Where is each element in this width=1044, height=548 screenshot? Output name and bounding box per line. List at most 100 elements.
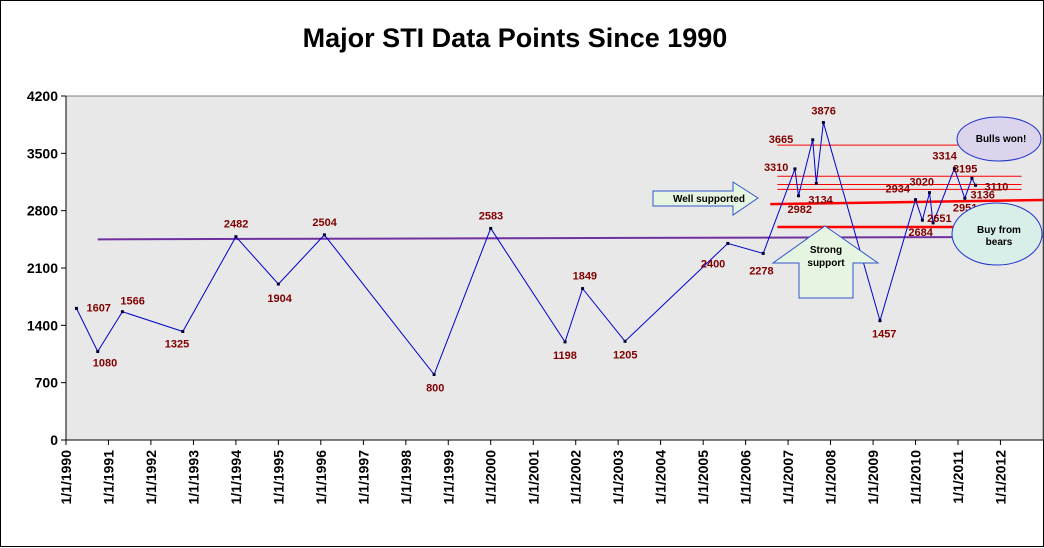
data-point — [931, 221, 935, 225]
y-tick-label: 2800 — [27, 203, 58, 219]
data-label: 3310 — [764, 162, 788, 174]
data-point — [914, 198, 918, 202]
data-label: 2982 — [788, 204, 812, 216]
plot-area — [65, 95, 1044, 441]
data-label: 3134 — [808, 194, 833, 206]
data-point — [581, 287, 585, 291]
data-point — [821, 121, 825, 125]
y-axis: 0 700 1400 2100 2800 3500 4200 — [27, 88, 67, 448]
x-tick-label: 1/1/1990 — [58, 450, 74, 505]
reference-line-trend — [97, 235, 1043, 241]
data-label: 3110 — [985, 181, 1009, 193]
data-point — [623, 339, 627, 343]
data-point — [563, 340, 567, 344]
well-supported-label: Well supported — [673, 194, 745, 205]
buy-from-bears-label-line1: Buy from — [977, 225, 1021, 236]
x-tick-label: 1/1/2012 — [992, 450, 1008, 505]
x-tick-label: 1/1/2008 — [823, 450, 839, 505]
x-tick-label: 1/1/1991 — [100, 450, 116, 505]
x-tick-label: 1/1/1995 — [270, 450, 286, 505]
series-line — [76, 122, 976, 376]
data-point — [970, 176, 974, 180]
x-tick-label: 1/1/1998 — [398, 450, 414, 505]
data-point — [276, 282, 280, 286]
data-point — [814, 181, 818, 185]
y-tick-label: 4200 — [27, 88, 58, 104]
y-tick-label: 700 — [35, 375, 59, 391]
data-label: 2934 — [886, 184, 911, 196]
data-point — [726, 241, 730, 245]
data-label: 3314 — [932, 151, 957, 163]
x-tick-label: 1/1/1997 — [355, 450, 371, 505]
data-points — [74, 121, 978, 376]
x-tick-label: 1/1/1999 — [440, 450, 456, 505]
data-label: 2651 — [927, 213, 951, 225]
y-tick-label: 2100 — [27, 260, 58, 276]
x-tick-label: 1/1/2009 — [865, 450, 881, 505]
data-label: 1849 — [573, 271, 597, 283]
data-point — [96, 350, 100, 354]
data-point — [74, 306, 78, 310]
well-supported-arrow: Well supported — [652, 181, 759, 216]
data-label: 2583 — [479, 210, 503, 222]
x-tick-label: 1/1/2005 — [695, 450, 711, 505]
x-tick-label: 1/1/1996 — [313, 450, 329, 505]
x-tick-label: 1/1/1993 — [185, 450, 201, 505]
data-point — [811, 138, 815, 142]
data-label: 1904 — [267, 293, 292, 305]
data-labels: 1607 1080 1566 1325 2482 1904 2504 800 2583 1198 1… — [86, 106, 1008, 395]
data-point — [181, 329, 185, 333]
data-label: 1325 — [165, 338, 189, 350]
data-label: 1198 — [553, 350, 577, 362]
strong-support-label-line1: Strong — [810, 245, 842, 256]
y-tick-label: 1400 — [27, 317, 58, 333]
x-tick-label: 1/1/2000 — [483, 450, 499, 505]
buy-from-bears-label-line2: bears — [986, 237, 1013, 248]
buy-from-bears-callout: Buy from bears — [951, 202, 1043, 266]
data-label: 3195 — [953, 163, 977, 175]
x-tick-label: 1/1/1992 — [143, 450, 159, 505]
x-tick-label: 1/1/2002 — [568, 450, 584, 505]
x-tick-label: 1/1/2010 — [908, 450, 924, 505]
data-point — [878, 319, 882, 323]
data-label-extra: 3136 — [970, 189, 994, 201]
x-tick-label: 1/1/2006 — [738, 450, 754, 505]
data-label: 1607 — [86, 302, 110, 314]
data-label: 2504 — [312, 217, 337, 229]
x-tick-label: 1/1/2011 — [950, 450, 966, 504]
data-label: 1080 — [93, 358, 117, 370]
reference-line-support-thick — [770, 198, 1043, 206]
data-label: 1566 — [120, 296, 144, 308]
data-point — [952, 167, 956, 171]
data-label: 800 — [426, 382, 444, 394]
data-label: 2684 — [908, 227, 933, 239]
data-point — [797, 194, 801, 198]
x-axis: 1/1/1990 1/1/1991 1/1/1992 1/1/1993 1/1/1994… — [58, 439, 1043, 505]
y-tick-label: 3500 — [27, 145, 58, 161]
data-point — [234, 235, 238, 239]
data-label: 2400 — [701, 258, 725, 270]
data-label: 1205 — [613, 349, 637, 361]
data-label: 3665 — [769, 134, 793, 146]
series-polyline — [76, 122, 976, 376]
strong-support-label-line2: support — [807, 258, 845, 269]
data-label: 3876 — [811, 106, 835, 118]
data-point — [927, 191, 931, 195]
data-point — [761, 251, 765, 255]
chart-title: Major STI Data Points Since 1990 — [303, 23, 728, 53]
x-tick-label: 1/1/2004 — [653, 450, 669, 505]
data-label: 2482 — [224, 219, 248, 231]
data-point — [974, 183, 978, 187]
data-point — [793, 167, 797, 171]
data-label: 1457 — [872, 329, 896, 341]
x-tick-label: 1/1/2003 — [610, 450, 626, 505]
data-label: 3020 — [909, 177, 933, 189]
strong-support-arrow: Strong support — [771, 225, 880, 299]
data-point — [120, 310, 124, 314]
x-tick-label: 1/1/2001 — [525, 450, 541, 505]
data-point — [963, 196, 967, 200]
y-tick-label: 0 — [50, 432, 58, 448]
data-label: 2278 — [749, 265, 773, 277]
